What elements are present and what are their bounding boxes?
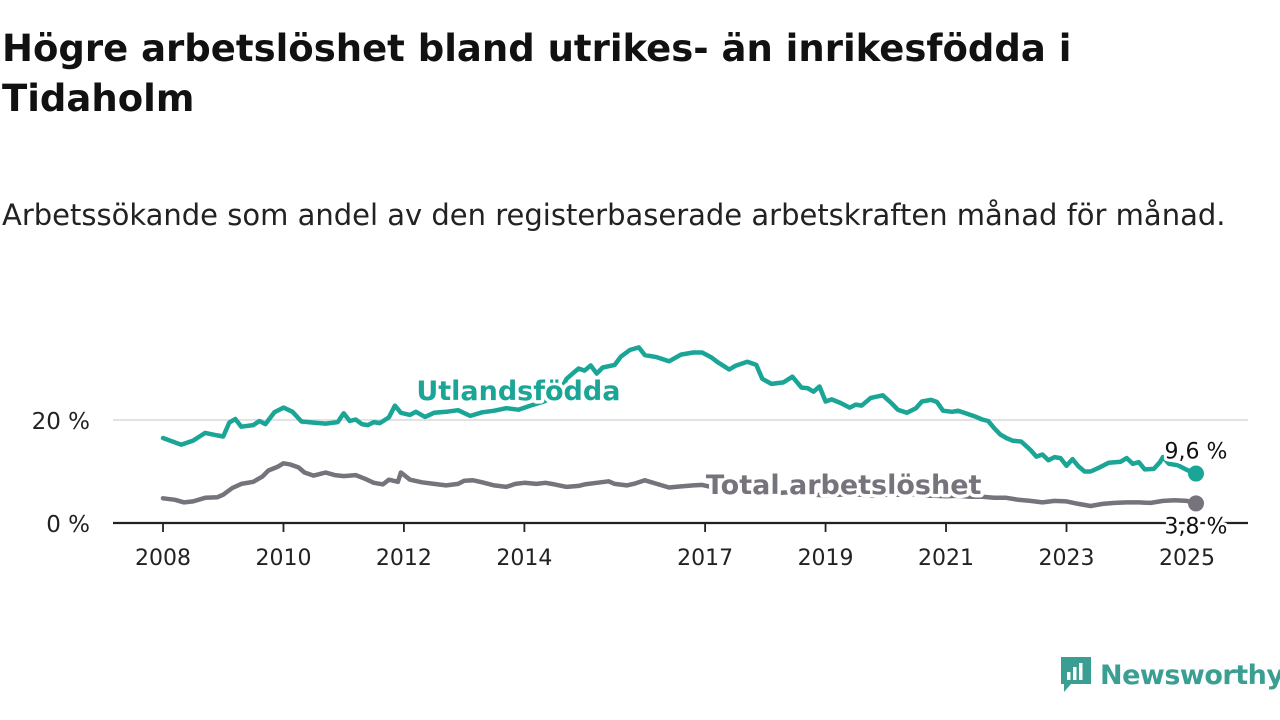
end-value-label-total-arbetsloshet: 3,8 % [1165,514,1228,539]
x-tick-label: 2008 [135,546,191,571]
newsworthy-logo-text: Newsworthy [1100,659,1280,691]
series-line-total-arbetsloshet [160,461,1199,509]
chart-title: Högre arbetslöshet bland utrikes- än inr… [2,27,1072,120]
end-point-utlandsfodda [1188,465,1204,482]
x-tick-label: 2025 [1159,546,1215,571]
line-chart: 0 % 20 % 2008 2010 2012 2014 2017 2019 2021 2023 2… [32,345,1248,571]
x-tick-label: 2019 [798,546,854,571]
x-tick-label: 2012 [376,546,432,571]
end-point-total-arbetsloshet [1188,495,1204,512]
x-tick-label: 2010 [255,546,311,571]
y-tick-label: 20 % [32,409,90,435]
series-line-utlandsfodda [160,345,1199,476]
x-tick-label: 2023 [1038,546,1094,571]
newsworthy-logo: Newsworthy [1058,654,1280,696]
chart-subtitle: Arbetssökande som andel av den registerb… [2,198,1226,232]
x-tick-label: 2017 [677,546,733,571]
x-tick-label: 2014 [496,546,552,571]
newsworthy-logo-icon [1061,657,1091,692]
end-value-label-utlandsfodda: 9,6 % [1165,440,1228,465]
series-label-total-arbetsloshet: Total arbetslöshet [706,470,982,501]
x-tick-label: 2021 [918,546,974,571]
y-tick-label: 0 % [46,512,90,538]
series-label-utlandsfodda: Utlandsfödda [416,376,620,407]
